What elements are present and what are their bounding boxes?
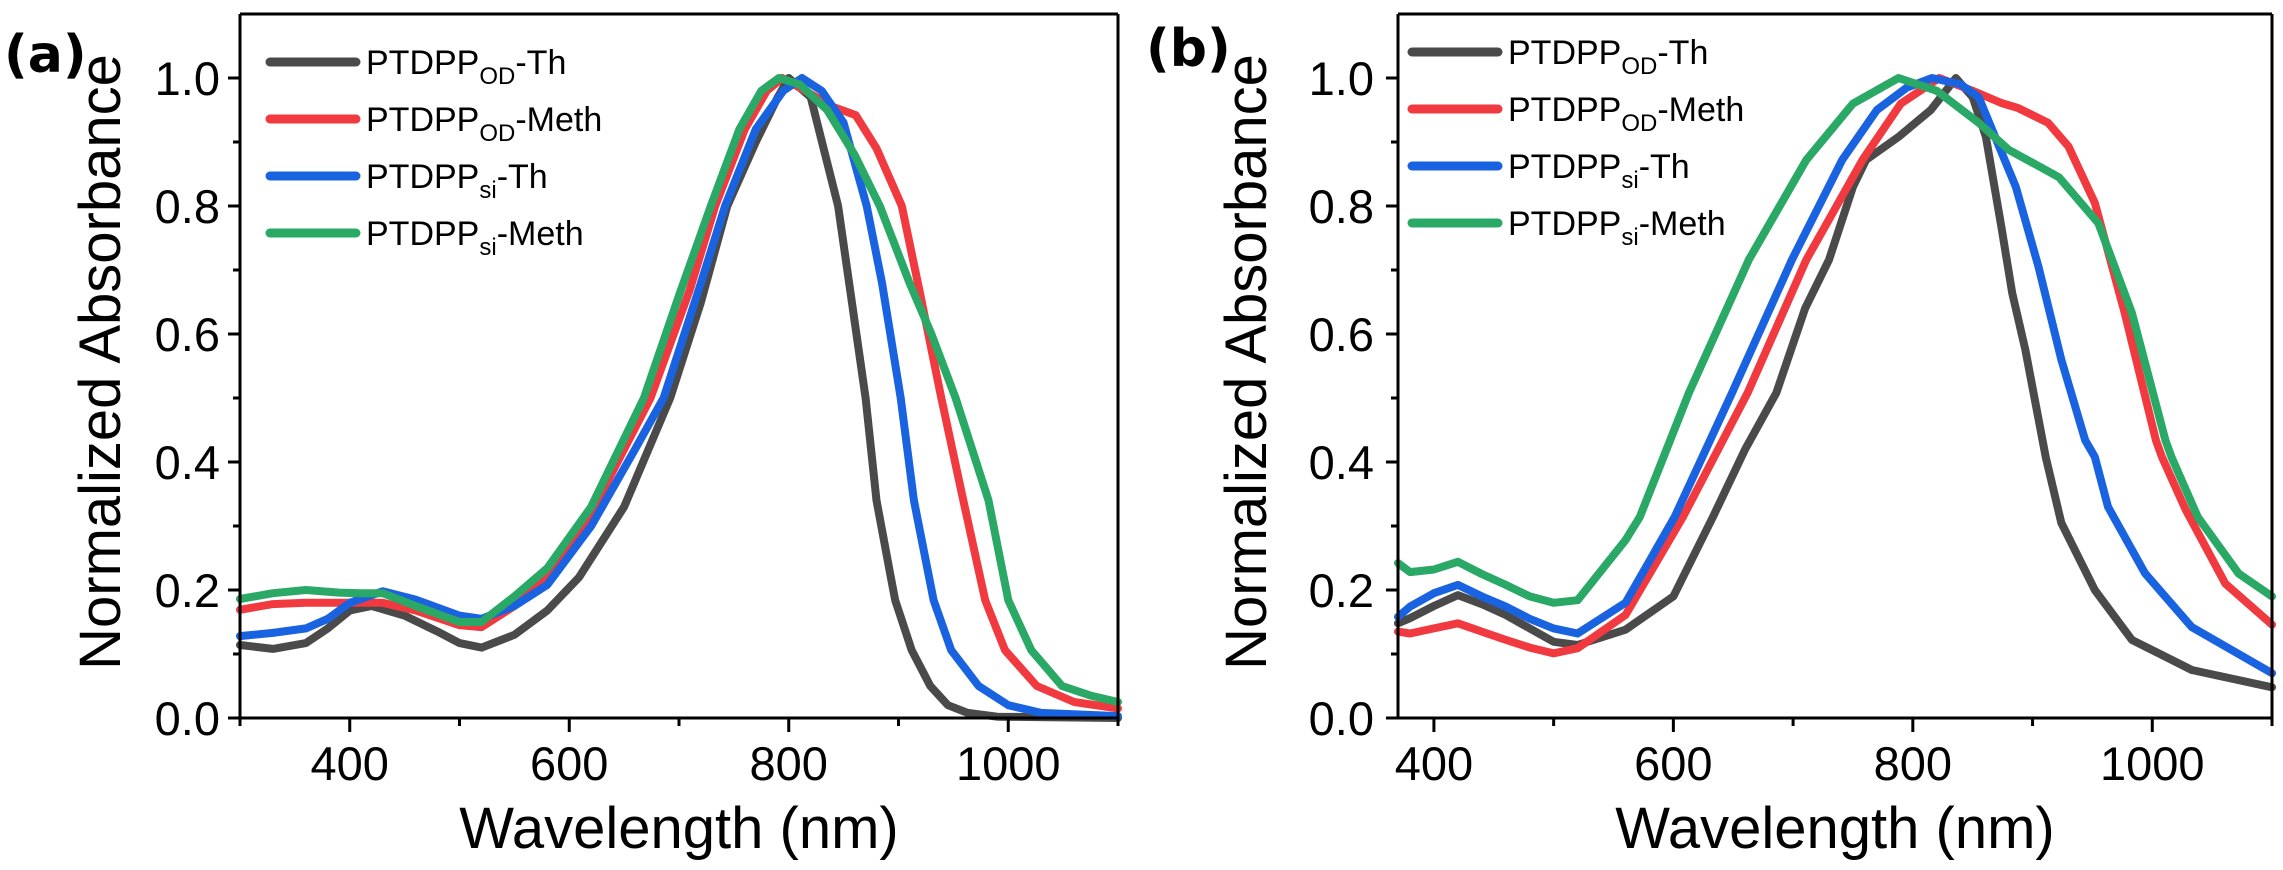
y-tick-label: 1.0	[155, 52, 220, 105]
legend-label-main: PTDPP	[1508, 148, 1621, 186]
legend-item: PTDPPOD-Th	[1407, 34, 1708, 80]
legend-label-subscript: OD	[1621, 53, 1657, 80]
series-line-ptdpp-si-meth	[236, 74, 1122, 706]
legend-label: PTDPPsi-Meth	[1508, 205, 1726, 251]
x-axis-title: Wavelength (nm)	[1615, 796, 2054, 861]
panel-label: (b)	[1146, 19, 1231, 79]
legend-label-suffix: -Th	[515, 44, 566, 82]
legend-item: PTDPPOD-Th	[265, 44, 566, 90]
y-tick-label: 0.8	[1309, 180, 1374, 233]
legend-label-suffix: -Th	[1657, 34, 1708, 72]
y-tick-label: 0.8	[155, 180, 220, 233]
series-group	[1394, 74, 2276, 692]
panel-label: (a)	[4, 25, 87, 85]
y-axis-title: Normalized Absorbance	[1214, 54, 1279, 670]
legend-label: PTDPPsi-Th	[1508, 148, 1690, 194]
legend-label: PTDPPOD-Th	[366, 44, 566, 90]
legend-label-main: PTDPP	[366, 101, 479, 139]
x-tick-label: 600	[530, 737, 608, 790]
legend-item: PTDPPsi-Meth	[265, 215, 584, 261]
legend-item: PTDPPsi-Th	[265, 158, 548, 204]
series-line-ptdpp-od-meth	[1394, 74, 2276, 658]
legend-label-subscript: OD	[479, 63, 515, 90]
legend-label-suffix: -Meth	[1639, 205, 1726, 243]
legend: PTDPPOD-ThPTDPPOD-MethPTDPPsi-ThPTDPPsi-…	[265, 44, 602, 261]
y-tick-label: 1.0	[1309, 52, 1374, 105]
legend-label-subscript: si	[479, 177, 496, 204]
legend-label: PTDPPsi-Th	[366, 158, 548, 204]
legend-label-subscript: OD	[1621, 110, 1657, 137]
legend-label-suffix: -Th	[497, 158, 548, 196]
series-group	[236, 74, 1122, 722]
y-tick-label: 0.6	[155, 308, 220, 361]
x-tick-label: 800	[750, 737, 828, 790]
legend-label: PTDPPsi-Meth	[366, 215, 584, 261]
x-tick-label: 400	[1395, 737, 1473, 790]
legend-label-main: PTDPP	[366, 215, 479, 253]
legend-label-main: PTDPP	[1508, 34, 1621, 72]
legend-label-suffix: -Meth	[497, 215, 584, 253]
y-tick-label: 0.2	[1309, 564, 1374, 617]
series-line-ptdpp-od-meth	[236, 74, 1122, 713]
x-tick-label: 1000	[2100, 737, 2205, 790]
series-line-ptdpp-od-th	[1394, 74, 2276, 692]
series-line-ptdpp-si-meth	[1394, 74, 2276, 607]
y-axis-title: Normalized Absorbance	[68, 54, 133, 670]
legend-label-suffix: -Meth	[515, 101, 602, 139]
legend-label-subscript: si	[1621, 224, 1638, 251]
legend-label-main: PTDPP	[1508, 205, 1621, 243]
legend-label-subscript: si	[1621, 167, 1638, 194]
legend-item: PTDPPOD-Meth	[265, 101, 602, 147]
legend-label-subscript: OD	[479, 120, 515, 147]
legend-label-main: PTDPP	[366, 44, 479, 82]
panel-b: (b) 400 600 800 1000 0.0 0.2 0.4 0.6 0.8 1.0 Wavele…	[1146, 12, 2276, 861]
y-tick-label: 0.4	[155, 436, 220, 489]
y-tick-label: 0.2	[155, 564, 220, 617]
x-tick-label: 400	[311, 737, 389, 790]
legend-label: PTDPPOD-Meth	[366, 101, 602, 147]
x-tick-label: 800	[1874, 737, 1952, 790]
legend-item: PTDPPsi-Meth	[1407, 205, 1726, 251]
series-line-ptdpp-si-th	[1394, 74, 2276, 678]
legend-label-suffix: -Meth	[1657, 91, 1744, 129]
legend-label-main: PTDPP	[366, 158, 479, 196]
y-tick-label: 0.4	[1309, 436, 1374, 489]
legend-label-subscript: si	[479, 234, 496, 261]
legend-label: PTDPPOD-Meth	[1508, 91, 1744, 137]
legend: PTDPPOD-ThPTDPPOD-MethPTDPPsi-ThPTDPPsi-…	[1407, 34, 1744, 251]
x-tick-label: 600	[1634, 737, 1712, 790]
y-tick-label: 0.0	[155, 692, 220, 745]
y-tick-label: 0.0	[1309, 692, 1374, 745]
x-axis-title: Wavelength (nm)	[459, 796, 898, 861]
legend-label-main: PTDPP	[1508, 91, 1621, 129]
y-tick-label: 0.6	[1309, 308, 1374, 361]
legend-label: PTDPPOD-Th	[1508, 34, 1708, 80]
legend-label-suffix: -Th	[1639, 148, 1690, 186]
legend-item: PTDPPsi-Th	[1407, 148, 1690, 194]
panel-a: (a) 400 600 800 1000 0.0 0.2 0.4 0.6 0.8 1.0 Wavele…	[4, 12, 1122, 861]
x-tick-label: 1000	[956, 737, 1061, 790]
legend-item: PTDPPOD-Meth	[1407, 91, 1744, 137]
